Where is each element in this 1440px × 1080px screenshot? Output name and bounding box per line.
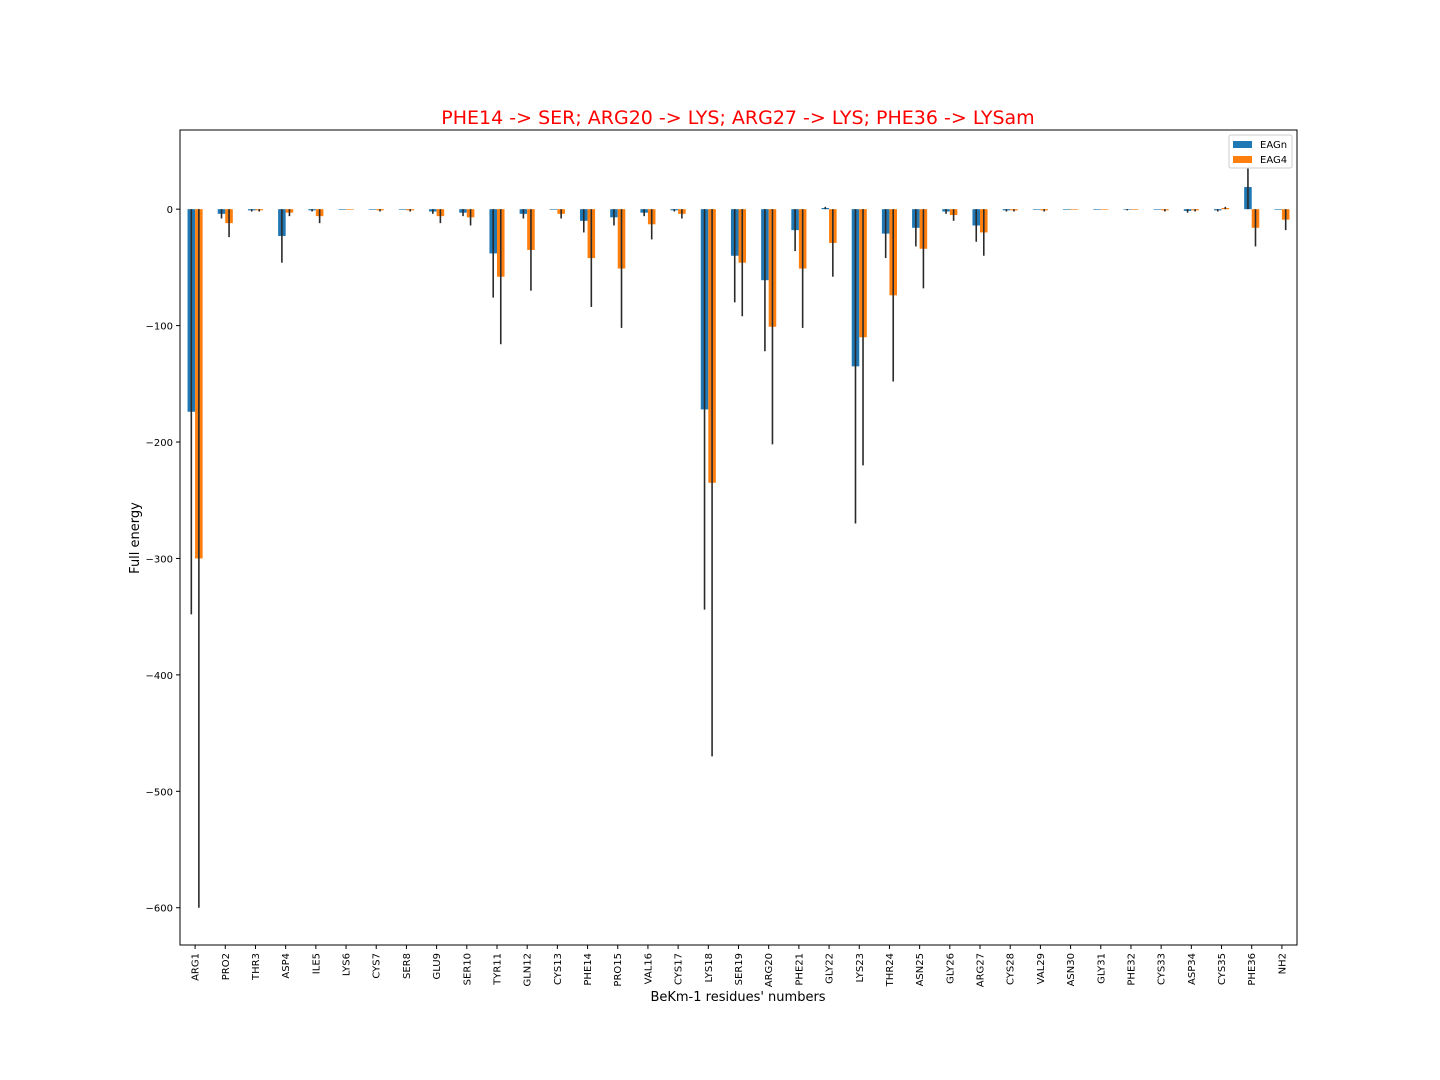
plot-frame (179, 129, 1298, 946)
bar-eag4-gly31 (1100, 209, 1109, 210)
x-tick-label: PRO2 (221, 953, 232, 980)
x-tick-label: CYS33 (1157, 953, 1168, 985)
y-axis-label: Full energy (128, 502, 143, 574)
x-tick-label: GLY22 (825, 953, 836, 984)
x-tick-label: TYR11 (492, 953, 503, 986)
legend-label-eagn: EAGn (1260, 140, 1287, 151)
y-tick-label: −600 (146, 904, 173, 915)
y-axis: 0 −100 −200 −300 −400 −500 −600 (146, 205, 180, 915)
x-tick-label: LYS18 (704, 953, 715, 982)
x-tick-label: PHE32 (1126, 953, 1137, 986)
x-tick-label: LYS23 (855, 953, 866, 982)
x-tick-label: ARG27 (976, 953, 987, 987)
error-bars-group (190, 164, 1287, 908)
x-tick-label: SER8 (402, 953, 413, 979)
x-tick-label: VAL29 (1036, 953, 1047, 984)
bar-eag4-phe32 (1130, 209, 1139, 210)
x-tick-label: VAL16 (643, 953, 654, 984)
bar-eagn-gly31 (1093, 209, 1101, 210)
x-tick-label: NH2 (1277, 953, 1288, 974)
x-tick-label: ASP4 (281, 953, 292, 979)
x-tick-label: PRO15 (613, 953, 624, 987)
bar-eagn-ser8 (398, 209, 407, 210)
x-axis: ARG1 PRO2 THR3 ASP4 ILE5 LYS6 CYS7 SER8 GLU9 SER1… (191, 945, 1288, 987)
x-tick-label: LYS6 (342, 953, 353, 976)
chart-title: PHE14 -> SER; ARG20 -> LYS; ARG27 -> LYS… (441, 107, 1034, 129)
bar-eagn-asn30 (1063, 209, 1071, 210)
x-tick-label: GLU9 (432, 953, 443, 980)
bars-group (187, 187, 1290, 559)
legend: EAGn EAG4 (1228, 134, 1293, 169)
bar-eag4-lys6 (346, 209, 354, 210)
x-tick-label: GLY26 (945, 953, 956, 984)
y-tick-label: −400 (146, 671, 173, 682)
legend-label-eag4: EAG4 (1260, 155, 1287, 166)
y-tick-label: 0 (167, 205, 173, 216)
legend-swatch-eag4 (1233, 156, 1252, 163)
bar-eagn-lys6 (338, 209, 347, 210)
legend-swatch-eagn (1233, 141, 1252, 148)
x-tick-label: CYS28 (1006, 953, 1017, 985)
bar-eagn-cys7 (368, 209, 377, 210)
bar-eagn-cys13 (549, 209, 558, 210)
x-tick-label: GLN12 (523, 953, 534, 987)
x-tick-label: CYS35 (1217, 953, 1228, 985)
bar-eagn-cys33 (1153, 209, 1162, 210)
x-tick-label: ASP34 (1187, 953, 1198, 985)
x-tick-label: ASN25 (915, 953, 926, 986)
y-tick-label: −200 (146, 438, 173, 449)
x-tick-label: ILE5 (311, 953, 322, 974)
x-tick-label: PHE36 (1247, 953, 1258, 986)
x-tick-label: THR3 (251, 953, 262, 981)
bar-eag4-asn30 (1070, 209, 1079, 210)
x-tick-label: CYS17 (674, 953, 685, 985)
x-tick-label: CYS7 (372, 953, 383, 979)
x-tick-label: PHE14 (583, 953, 594, 986)
y-tick-label: −300 (146, 554, 173, 565)
x-tick-label: PHE21 (794, 953, 805, 986)
x-tick-label: ARG20 (764, 953, 775, 987)
x-axis-label: BeKm-1 residues' numbers (650, 990, 825, 1005)
bar-eagn-nh2 (1274, 209, 1282, 210)
bar-eagn-val29 (1032, 209, 1041, 210)
x-tick-label: SER19 (734, 953, 745, 985)
x-tick-label: CYS13 (553, 953, 564, 985)
y-tick-label: −100 (146, 322, 173, 333)
x-tick-label: GLY31 (1096, 953, 1107, 984)
x-tick-label: THR24 (885, 953, 896, 987)
x-tick-label: SER10 (462, 953, 473, 985)
y-tick-label: −500 (146, 787, 173, 798)
x-tick-label: ASN30 (1066, 953, 1077, 986)
x-tick-label: ARG1 (191, 953, 202, 981)
